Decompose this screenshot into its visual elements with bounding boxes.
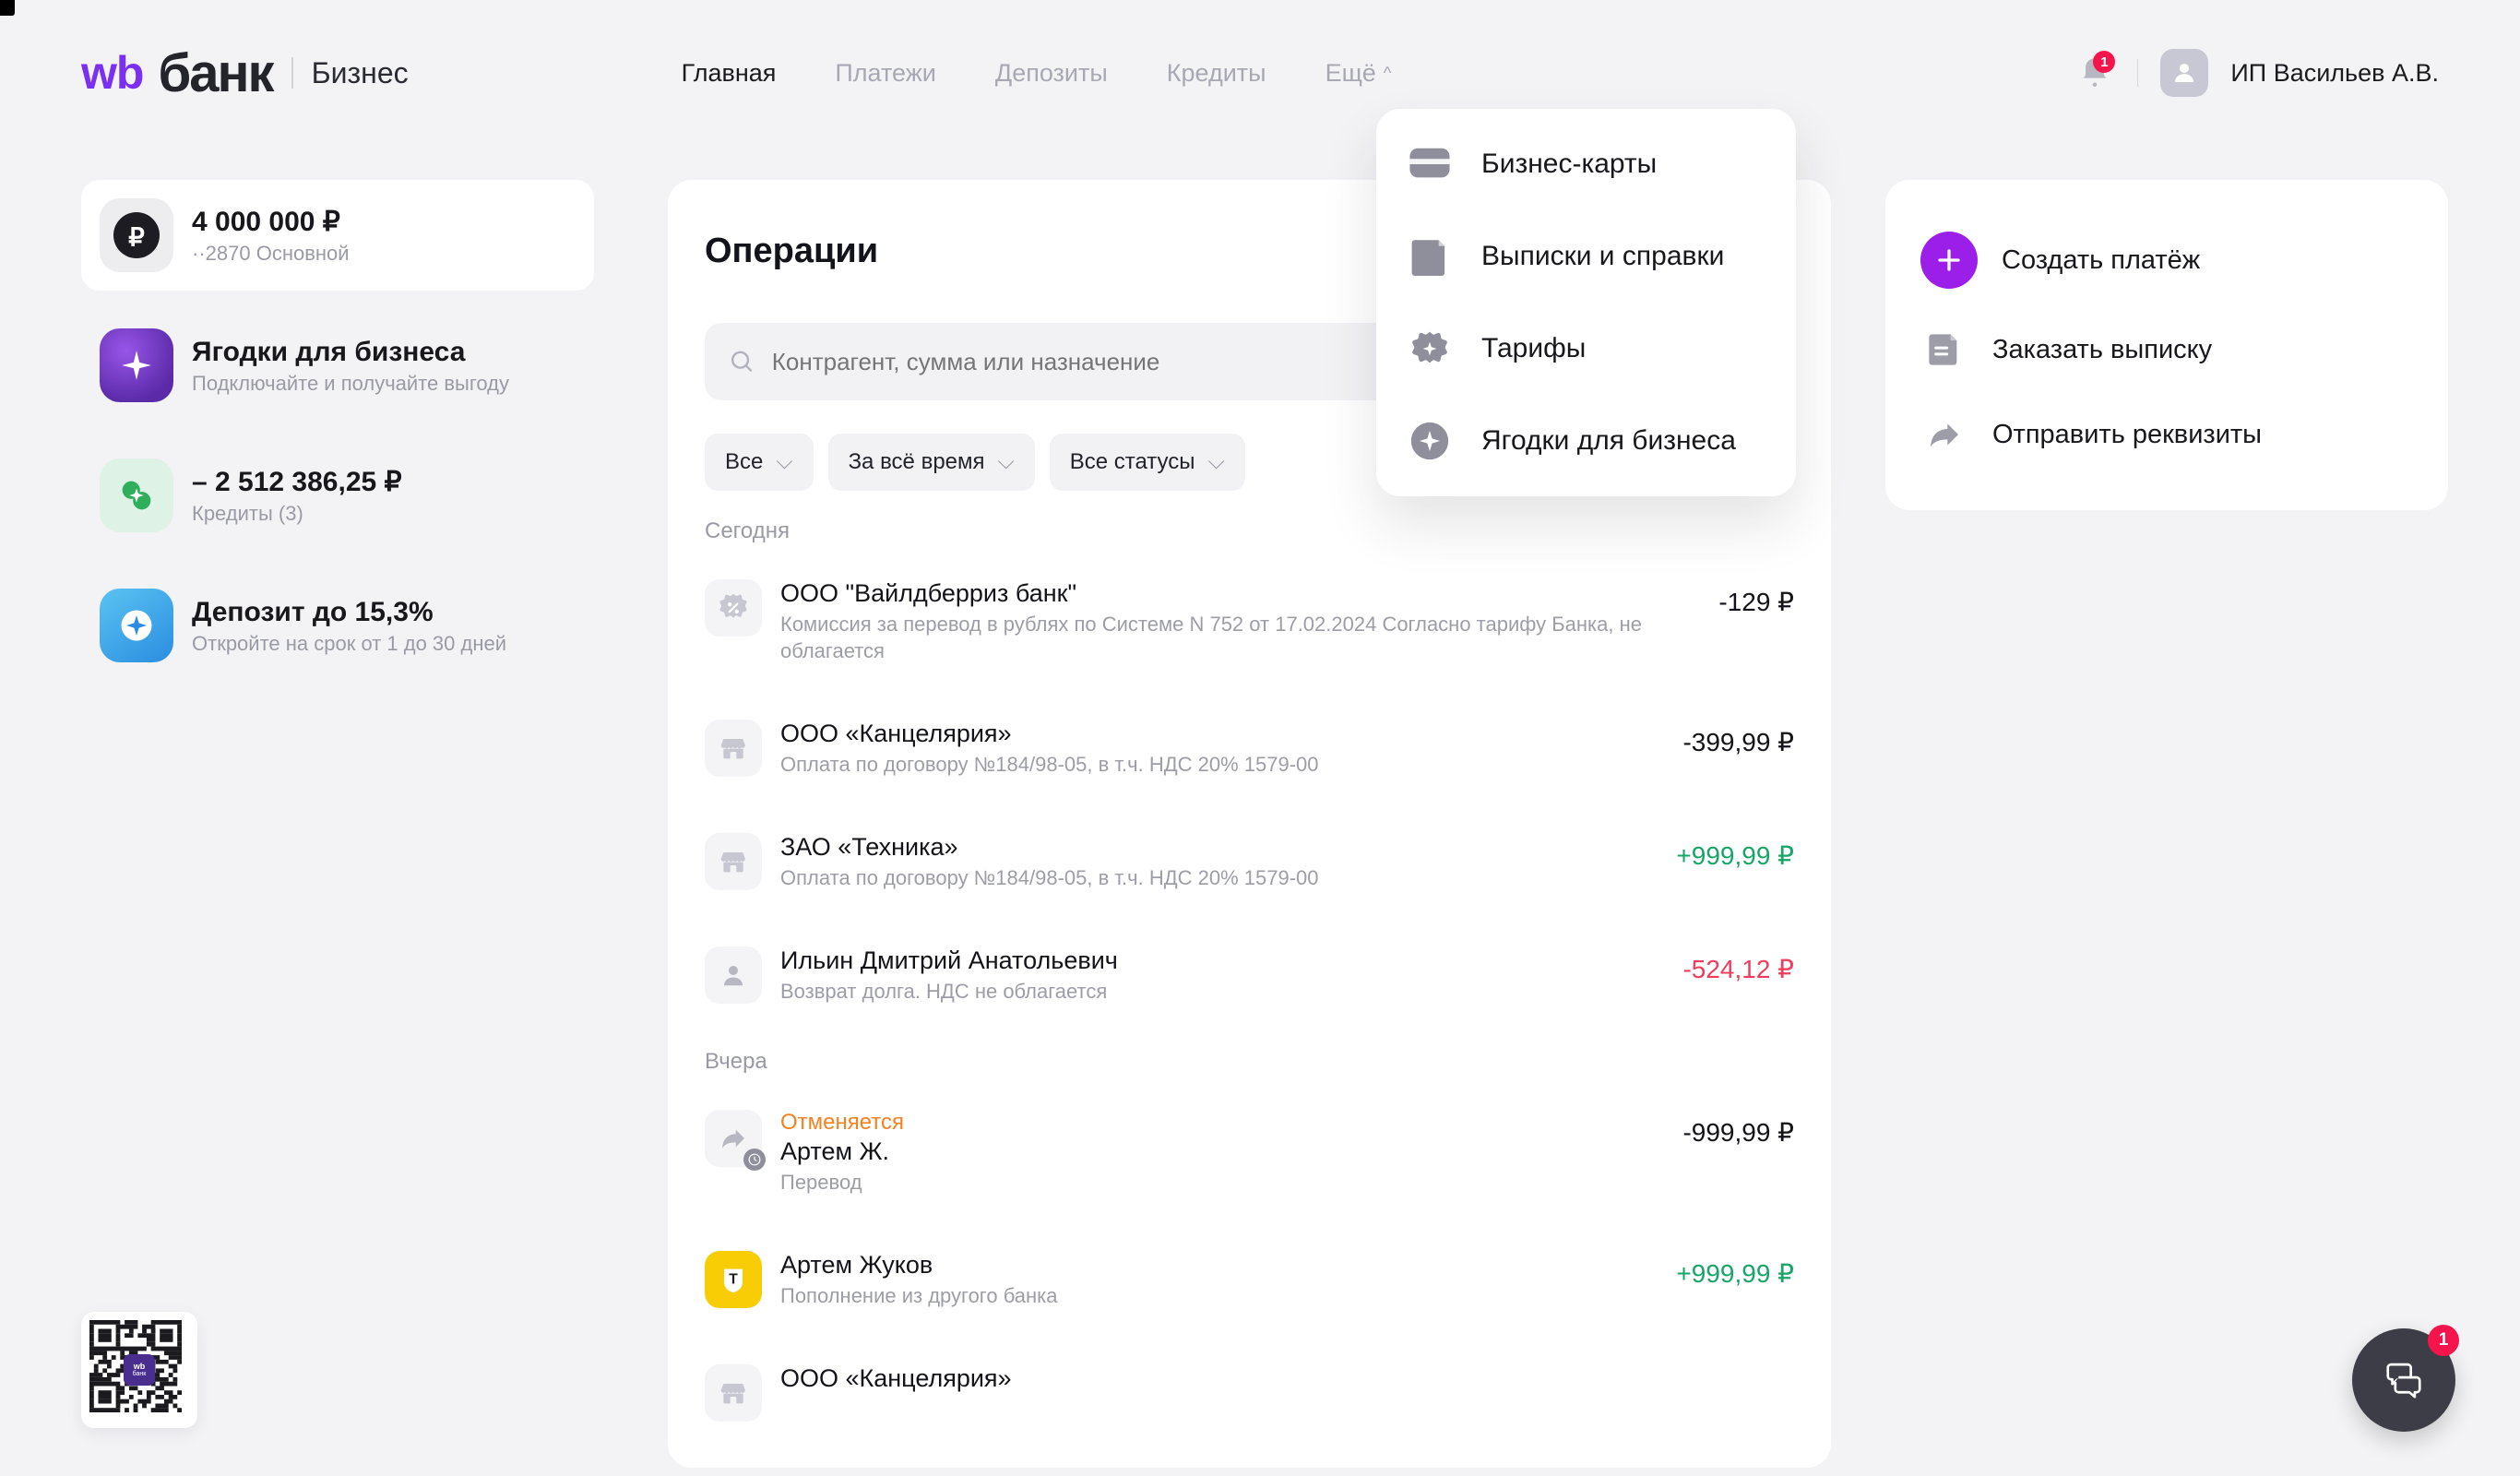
svg-text:T: T <box>729 1271 738 1287</box>
svg-text:₽: ₽ <box>128 222 145 251</box>
